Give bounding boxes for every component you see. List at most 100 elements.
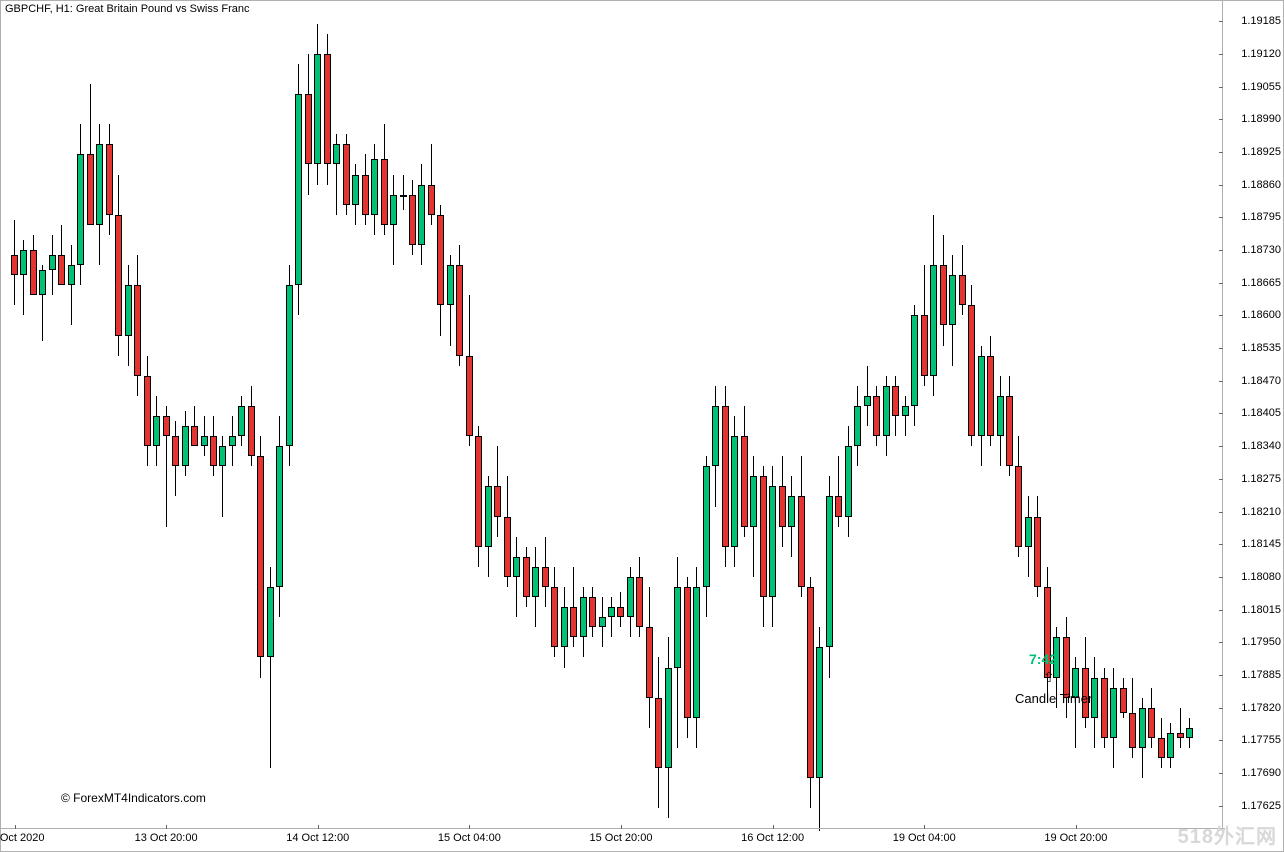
candle-body-bull <box>286 285 293 446</box>
candle-body-bear <box>589 597 596 627</box>
price-tick-label: 1.18665 <box>1241 277 1281 289</box>
candle-body-bear <box>551 587 558 647</box>
candle-body-bear <box>172 436 179 466</box>
candle-body-bear <box>617 607 624 617</box>
candle-body-bear <box>940 265 947 325</box>
candle-body-bull <box>750 476 757 526</box>
candle-body-bull <box>333 144 340 164</box>
candle-body-bull <box>276 446 283 587</box>
time-tick-label: 19 Oct 20:00 <box>1044 832 1107 844</box>
candle-body-bull <box>826 496 833 647</box>
candle-body-bull <box>513 557 520 577</box>
candle-body-bear <box>798 496 805 587</box>
candle-body-bear <box>684 587 691 718</box>
candle-body-bull <box>599 617 606 627</box>
candle-body-bull <box>845 446 852 516</box>
candle-body-bear <box>30 250 37 295</box>
time-tick-label: 13 Oct 20:00 <box>135 832 198 844</box>
candle-body-bear <box>210 436 217 466</box>
candle-body-bear <box>1015 466 1022 546</box>
time-tick-label: 13 Oct 2020 <box>0 832 44 844</box>
plot-area[interactable] <box>1 1 1225 831</box>
candle-body-bull <box>295 94 302 285</box>
candle-body-bull <box>49 255 56 270</box>
price-tick-label: 1.19185 <box>1241 15 1281 27</box>
candle-body-bear <box>87 154 94 224</box>
candle-wick <box>403 175 404 210</box>
price-tick-label: 1.17755 <box>1241 734 1281 746</box>
candle-body-bear <box>968 305 975 436</box>
candle-body-bear <box>1034 517 1041 587</box>
candle-body-bear <box>1129 713 1136 748</box>
candle-body-bear <box>362 175 369 215</box>
price-tick-label: 1.18145 <box>1241 538 1281 550</box>
candle-body-bear <box>58 255 65 285</box>
candle-body-bear <box>741 436 748 527</box>
price-tick-label: 1.17820 <box>1241 702 1281 714</box>
price-tick-label: 1.18600 <box>1241 309 1281 321</box>
candle-body-bear <box>324 54 331 165</box>
candle-body-bear <box>1177 733 1184 738</box>
candle-body-bull <box>864 396 871 406</box>
candle-body-bull <box>703 466 710 587</box>
candle-body-bull <box>665 668 672 769</box>
price-tick-label: 1.18535 <box>1241 342 1281 354</box>
candle-body-bull <box>997 396 1004 436</box>
price-tick-label: 1.18990 <box>1241 113 1281 125</box>
copyright-label: © ForexMT4Indicators.com <box>61 791 206 805</box>
price-tick-label: 1.18015 <box>1241 604 1281 616</box>
candle-body-bull <box>39 270 46 295</box>
candle-body-bear <box>475 436 482 547</box>
candle-body-bull <box>532 567 539 597</box>
candle-body-bear <box>134 285 141 376</box>
price-tick-label: 1.18730 <box>1241 244 1281 256</box>
candle-body-bull <box>561 607 568 647</box>
candle-body-bull <box>125 285 132 335</box>
candle-body-bear <box>779 486 786 526</box>
price-tick-label: 1.17690 <box>1241 767 1281 779</box>
candle-wick <box>611 597 612 637</box>
candle-body-bear <box>1101 678 1108 738</box>
candle-body-bull <box>267 587 274 657</box>
price-tick-label: 1.18405 <box>1241 407 1281 419</box>
candle-body-bear <box>248 406 255 456</box>
candle-body-bear <box>381 159 388 224</box>
candle-body-bull <box>788 496 795 526</box>
price-tick-label: 1.18340 <box>1241 440 1281 452</box>
candle-body-bear <box>523 557 530 597</box>
time-tick-label: 14 Oct 12:00 <box>286 832 349 844</box>
candle-body-bull <box>229 436 236 446</box>
candle-body-bull <box>949 275 956 325</box>
time-axis: 13 Oct 2020 13 Oct 20:00 14 Oct 12:00 15 Oc… <box>1 828 1225 851</box>
candle-wick <box>516 537 517 617</box>
candle-body-bull <box>390 195 397 225</box>
candle-body-bear <box>655 698 662 768</box>
candle-body-bear <box>409 195 416 245</box>
candle-body-bear <box>191 426 198 446</box>
candle-body-bear <box>1063 637 1070 697</box>
candle-body-bull <box>854 406 861 446</box>
candle-body-bear <box>1120 688 1127 713</box>
candle-body-bull <box>182 426 189 466</box>
time-tick-label: 15 Oct 20:00 <box>589 832 652 844</box>
candle-body-bull <box>371 159 378 214</box>
candle-body-bear <box>437 215 444 306</box>
candle-body-bear <box>494 486 501 516</box>
candle-body-bull <box>96 144 103 224</box>
candle-body-bear <box>11 255 18 275</box>
candle-body-bull <box>201 436 208 446</box>
candle-body-bull <box>219 446 226 466</box>
candle-body-bear <box>570 607 577 637</box>
candle-body-bear <box>257 456 264 657</box>
candle-body-bear <box>163 416 170 436</box>
candle-body-bear <box>1158 738 1165 758</box>
candle-body-bull <box>314 54 321 165</box>
candle-body-bull <box>238 406 245 436</box>
candle-timer-value: 7:42 <box>1029 651 1057 667</box>
price-tick-label: 1.19055 <box>1241 81 1281 93</box>
candle-body-bull <box>902 406 909 416</box>
candle-body-bull <box>769 486 776 597</box>
watermark-label: 518外汇网 <box>1178 820 1277 849</box>
candle-body-bull <box>352 175 359 205</box>
price-tick-label: 1.17625 <box>1241 800 1281 812</box>
